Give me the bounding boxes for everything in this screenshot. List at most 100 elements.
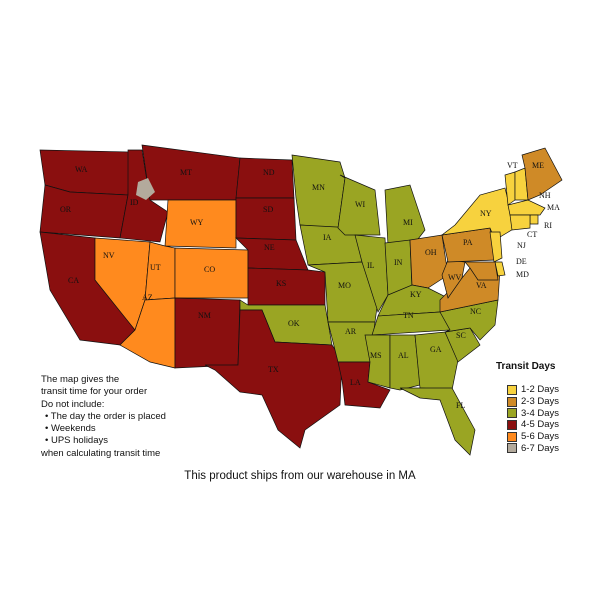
note-bullet: • UPS holidays [45,435,108,447]
state-label: DE [516,257,527,266]
state-label: MI [403,218,413,227]
state-label: IL [367,261,375,270]
state-label: IN [394,258,403,267]
legend-item: 3-4 Days [507,407,559,419]
state-il [354,234,389,313]
state-tx [204,309,343,449]
state-label: AL [398,351,409,360]
legend-item: 1-2 Days [507,384,559,396]
note-line: when calculating transit time [41,447,161,459]
state-label: GA [430,345,442,354]
state-label: FL [456,401,465,410]
state-label: MO [338,281,351,290]
note-bullet: • Weekends [45,423,96,435]
state-label: ID [130,198,139,207]
note-line: Do not include: [41,398,105,410]
state-label: TN [403,311,414,320]
state-label: NE [264,243,275,252]
state-label: VT [507,161,518,170]
state-label: LA [350,378,361,387]
state-label: MD [516,270,529,279]
caption: This product ships from our warehouse in… [184,470,416,482]
state-label: VA [476,281,487,290]
state-wy [164,199,237,249]
state-mi [384,184,426,246]
legend-label: 5-6 Days [521,431,560,443]
note-line: The map gives the [41,374,120,385]
state-label: ME [532,161,544,170]
state-oh [409,234,449,289]
state-shapes [39,144,563,456]
state-label: NH [539,191,551,200]
state-label: TX [268,365,279,374]
notes: The map gives the transit time for your … [41,374,166,460]
state-label: KY [410,290,422,299]
legend: Transit Days 1-2 Days 2-3 Days 3-4 Days 4-5… [496,361,559,454]
state-label: WV [448,273,462,282]
note-bullet: • The day the order is placed [45,410,166,422]
state-label: SC [456,331,466,340]
state-nc [439,299,499,341]
state-label: NY [480,209,492,218]
state-label: AR [345,327,357,336]
state-ma [507,199,546,216]
state-me [521,147,563,201]
state-label: OH [425,248,437,257]
state-labels: WA OR CA NV ID MT WY UT CO AZ NM ND SD NE KS OK TX MN IA MO… [60,161,560,410]
state-label: MA [547,203,560,212]
state-label: MN [312,183,325,192]
state-ri [529,214,539,225]
state-ks [247,267,326,306]
state-ms [364,334,391,389]
region-6-7-days [136,178,155,200]
state-de [494,261,506,277]
state-label: WY [190,218,204,227]
state-wi [337,174,381,236]
state-fl [399,387,476,456]
legend-label: 6-7 Days [521,442,560,454]
legend-title: Transit Days [496,361,556,372]
state-label: SD [263,205,273,214]
legend-swatch [507,431,517,442]
state-label: PA [463,238,473,247]
state-label: OK [288,319,300,328]
legend-swatch [507,384,517,395]
state-label: UT [150,263,161,272]
legend-swatch [507,419,517,430]
legend-item: 2-3 Days [507,396,559,408]
legend-item: 5-6 Days [507,431,559,443]
state-label: MS [370,351,382,360]
state-ga [414,331,459,391]
state-label: ND [263,168,275,177]
state-label: NJ [517,241,526,250]
state-label: CT [527,230,537,239]
state-nj [489,231,503,263]
state-label: CA [68,276,79,285]
state-label: MT [180,168,192,177]
legend-swatch [507,408,517,419]
state-label: KS [276,279,286,288]
state-label: NV [103,251,115,260]
state-al [389,334,421,391]
state-nm [174,297,241,369]
state-label: NM [198,311,211,320]
state-label: RI [544,221,552,230]
state-label: CO [204,265,215,274]
legend-label: 4-5 Days [521,419,560,431]
note-line: transit time for your order [41,386,148,398]
state-ct [509,214,531,231]
legend-item: 6-7 Days [507,442,559,454]
state-nd [235,157,295,199]
legend-label: 1-2 Days [521,384,560,396]
state-wv [441,259,466,299]
legend-swatch [507,443,517,454]
state-label: AZ [142,293,153,302]
state-label: OR [60,205,72,214]
state-label: WI [355,200,366,209]
state-md [464,261,499,281]
state-ny [440,187,516,241]
state-label: WA [75,165,88,174]
legend-item: 4-5 Days [507,419,559,431]
legend-label: 2-3 Days [521,396,560,408]
